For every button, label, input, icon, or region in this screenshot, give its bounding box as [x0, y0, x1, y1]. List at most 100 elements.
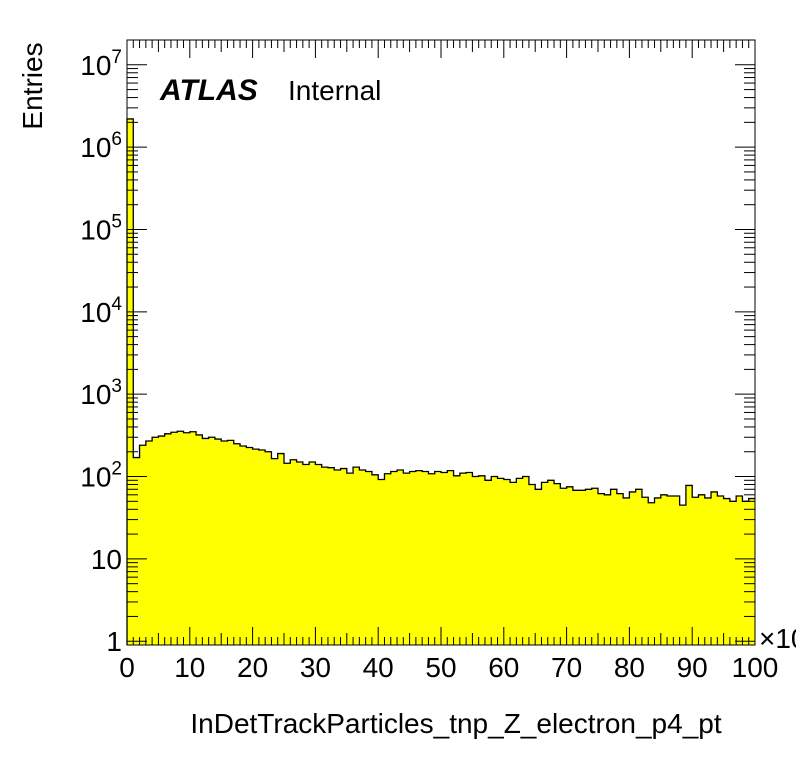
histogram-bin — [547, 480, 555, 645]
histogram-bin — [359, 470, 367, 645]
histogram-bin — [252, 449, 260, 645]
x-tick-label: 100 — [732, 652, 779, 683]
histogram-bin — [353, 467, 360, 645]
histogram-bin — [340, 468, 348, 645]
histogram-bin — [616, 493, 624, 645]
histogram-bin — [623, 497, 630, 645]
histogram-bin — [692, 497, 699, 645]
histogram-bin — [315, 464, 323, 645]
histogram-bin — [384, 473, 392, 645]
histogram-bin — [409, 471, 417, 645]
histogram-bin — [497, 478, 505, 645]
y-axis-ticks — [127, 39, 755, 642]
histogram-bin — [503, 479, 511, 645]
y-tick-label: 106 — [80, 129, 122, 163]
histogram-bin — [729, 501, 737, 645]
histogram-bin — [202, 438, 210, 645]
histogram-bin — [334, 470, 341, 645]
histogram-bin — [371, 474, 379, 645]
y-tick-label: 103 — [80, 376, 122, 410]
histogram-bin — [170, 432, 178, 645]
histogram-bin — [516, 478, 524, 645]
histogram-bin — [258, 449, 266, 645]
histogram-bin — [265, 451, 272, 645]
x-tick-label: 40 — [363, 652, 394, 683]
histogram-bin — [290, 459, 297, 645]
histogram-bin — [466, 472, 473, 645]
histogram-bin — [346, 473, 354, 645]
histogram-bin — [221, 441, 228, 645]
x-tick-label: 90 — [677, 652, 708, 683]
histogram-bin — [415, 470, 423, 645]
histogram-bin — [554, 483, 561, 645]
histogram-bin — [196, 434, 203, 645]
histogram-bin — [321, 467, 329, 645]
histogram-bin — [441, 472, 448, 645]
y-tick-label: 105 — [80, 211, 122, 245]
x-tick-label: 80 — [614, 652, 645, 683]
histogram-bin — [189, 431, 197, 645]
histogram-bin — [604, 494, 611, 645]
histogram-bin — [535, 489, 542, 645]
histogram-bin — [403, 473, 410, 645]
histogram-bin — [491, 476, 498, 645]
histogram-bin — [284, 463, 291, 645]
y-axis-label: Entries — [17, 42, 48, 129]
histogram-bin — [717, 496, 724, 645]
histogram-bin — [296, 462, 304, 645]
x-tick-label: 60 — [488, 652, 519, 683]
histogram-bin — [528, 484, 536, 645]
x-tick-label: 20 — [237, 652, 268, 683]
histogram-bin — [648, 502, 655, 645]
histogram-bin — [164, 433, 172, 645]
y-axis-tick-labels: 1 10 102 103 104 105 106 107 — [80, 47, 122, 657]
histogram-bin — [560, 488, 567, 645]
histogram-bin — [742, 501, 750, 645]
x-axis-multiplier: ×10 — [759, 623, 796, 654]
histogram-bin — [572, 490, 580, 645]
histogram-bin — [434, 471, 442, 645]
histogram-bin — [660, 494, 668, 645]
x-tick-label: 70 — [551, 652, 582, 683]
histogram-bin — [654, 497, 662, 645]
histogram-bin — [127, 118, 134, 645]
histogram-bin — [183, 432, 191, 645]
histogram-bin — [736, 496, 743, 645]
histogram-bin — [177, 431, 184, 645]
histogram-bin — [635, 489, 643, 645]
y-tick-label: 1 — [106, 626, 122, 657]
histogram-bars — [127, 118, 756, 645]
y-tick-label: 10 — [91, 544, 122, 575]
histogram-bin — [641, 497, 649, 645]
histogram-bin — [472, 476, 480, 645]
histogram-bin — [309, 462, 316, 645]
histogram-bin — [208, 437, 216, 645]
atlas-label: ATLAS — [159, 74, 258, 107]
histogram-bin — [327, 467, 335, 645]
histogram-bin — [397, 470, 404, 645]
histogram-bin — [629, 491, 637, 645]
x-axis-label: InDetTrackParticles_tnp_Z_electron_p4_pt — [190, 708, 721, 739]
histogram-bin — [579, 490, 586, 645]
histogram-bin — [139, 445, 147, 645]
y-tick-label: 102 — [80, 459, 122, 493]
histogram-bin — [447, 470, 454, 645]
histogram-bin — [598, 493, 605, 645]
histogram-bin — [685, 485, 693, 645]
histogram-bin — [246, 447, 253, 645]
histogram-bin — [240, 445, 247, 645]
histogram-bin — [214, 439, 222, 645]
histogram-bin — [271, 458, 279, 645]
histogram-bin — [428, 473, 436, 645]
histogram-bin — [302, 464, 310, 645]
histogram-bin — [152, 437, 159, 645]
histogram-bin — [673, 496, 681, 645]
histogram-bin — [723, 498, 731, 645]
histogram-bin — [610, 489, 618, 645]
histogram-bin — [478, 475, 486, 645]
histogram-bin — [484, 480, 492, 645]
x-tick-label: 50 — [425, 652, 456, 683]
histogram-bin — [591, 488, 599, 645]
x-tick-label: 30 — [300, 652, 331, 683]
